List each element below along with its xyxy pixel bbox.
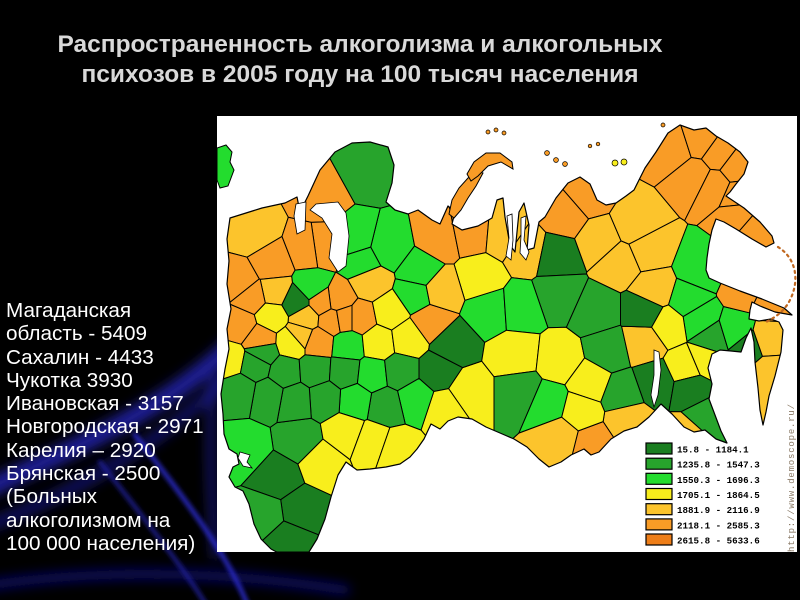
svg-text:15.8 - 1184.1: 15.8 - 1184.1 bbox=[677, 445, 749, 456]
svg-text:1705.1 - 1864.5: 1705.1 - 1864.5 bbox=[677, 490, 760, 501]
svg-text:http://www.demoscope.ru/: http://www.demoscope.ru/ bbox=[787, 403, 797, 552]
svg-text:2615.8 - 5633.6: 2615.8 - 5633.6 bbox=[677, 536, 760, 547]
svg-text:2118.1 - 2585.3: 2118.1 - 2585.3 bbox=[677, 520, 760, 531]
svg-text:1881.9 - 2116.9: 1881.9 - 2116.9 bbox=[677, 505, 760, 516]
svg-text:1235.8 - 1547.3: 1235.8 - 1547.3 bbox=[677, 460, 760, 471]
svg-text:1550.3 - 1696.3: 1550.3 - 1696.3 bbox=[677, 475, 760, 486]
